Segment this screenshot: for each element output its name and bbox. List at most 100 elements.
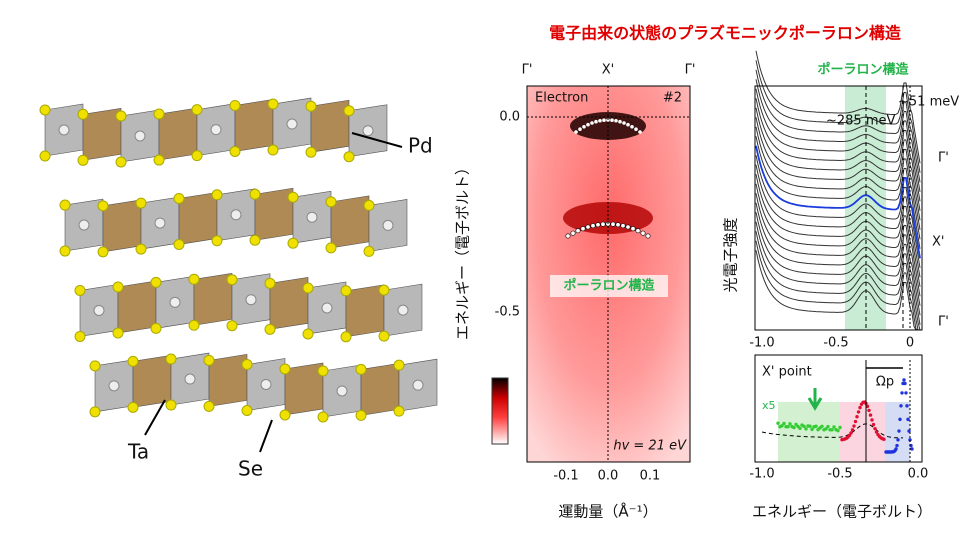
red-point [874, 430, 879, 434]
green-point [804, 427, 808, 431]
se-atom [188, 273, 200, 285]
edc-frame [754, 85, 923, 331]
edc-curve [755, 79, 921, 192]
x-tick-label: 0 [906, 336, 914, 351]
edc-curve [755, 50, 921, 164]
se-atom [355, 363, 367, 375]
edc-curve [755, 231, 920, 331]
x-tick-label: -1.0 [749, 467, 774, 482]
x-axis-label: 運動量（Å⁻¹） [558, 502, 657, 521]
edc-curve [755, 240, 920, 331]
edc-curve [755, 155, 921, 268]
side-label: Γ' [938, 151, 949, 166]
top-label: Γ' [685, 63, 696, 78]
pd-atom [306, 211, 318, 223]
pd-label: Pd [408, 134, 433, 158]
dot [640, 230, 646, 236]
se-atom [150, 322, 162, 334]
dot [595, 222, 601, 228]
blue-point [907, 429, 911, 433]
pd-atom [93, 304, 105, 316]
green-point [776, 421, 780, 425]
dot [565, 233, 571, 239]
edc-curve [755, 183, 921, 297]
ta-block [102, 199, 142, 253]
se-atom [112, 281, 124, 293]
ta-block [158, 107, 198, 161]
se-atom [302, 282, 314, 294]
se-atom [127, 401, 139, 413]
green-point [780, 424, 784, 428]
dot [645, 233, 651, 239]
se-atom [153, 154, 165, 166]
dot [580, 226, 586, 232]
ta-block [269, 276, 309, 330]
se-atom [279, 363, 291, 375]
se-atom [305, 146, 317, 158]
se-atom [173, 238, 185, 250]
se-atom [135, 243, 147, 255]
omega-label: Ωp [876, 375, 894, 390]
blue-point [898, 417, 902, 422]
red-point [865, 404, 870, 409]
red-point [871, 422, 876, 427]
red-point [873, 426, 877, 431]
se-label: Se [238, 457, 263, 481]
edc-curve [755, 174, 921, 287]
edc-curve [755, 145, 921, 259]
scale-label: x5 [762, 399, 776, 412]
green-point [810, 427, 814, 432]
blue-point [905, 404, 909, 408]
x-tick-label: -0.5 [827, 467, 852, 482]
se-atom [343, 151, 355, 163]
ta-block [284, 362, 324, 416]
edc-curve [755, 164, 921, 278]
green-point [782, 421, 786, 426]
y-axis-label: 光電子強度 [722, 217, 740, 292]
dot [620, 223, 626, 229]
pd-atom [169, 296, 181, 308]
green-point [838, 425, 842, 430]
blue-point [908, 438, 912, 442]
red-point [856, 410, 861, 414]
green-point [830, 428, 834, 432]
se-atom [340, 285, 352, 297]
se-atom [203, 400, 215, 412]
dot [618, 119, 622, 124]
pd-atom [321, 302, 333, 314]
se-atom [39, 150, 51, 162]
se-atom [150, 276, 162, 288]
se-atom [343, 105, 355, 117]
blue-point [904, 391, 908, 395]
dot [602, 118, 606, 122]
se-atom [226, 274, 238, 286]
blue-point [895, 443, 899, 448]
green-point [786, 425, 790, 429]
pd-atom [154, 217, 166, 229]
side-label: X' [932, 235, 944, 250]
se-atom [153, 108, 165, 120]
se-atom [112, 327, 124, 339]
ta-block [330, 195, 370, 249]
se-arrow [259, 419, 273, 453]
polaron-label: ポーラロン構造 [817, 62, 909, 78]
pd-arrow [351, 132, 403, 148]
dot [582, 124, 586, 129]
top-label: Γ' [522, 63, 533, 78]
baseline [761, 423, 903, 439]
pd-atom [260, 379, 272, 391]
xpoint-frame [754, 354, 923, 463]
se-atom [77, 108, 89, 120]
edc-curve [755, 60, 921, 173]
se-atom [89, 406, 101, 418]
se-atom [355, 409, 367, 421]
se-atom [378, 284, 390, 296]
se-atom [127, 355, 139, 367]
red-point [867, 408, 871, 413]
annotation: ~285 meV [826, 114, 895, 129]
se-atom [267, 144, 279, 156]
green-point [820, 424, 824, 429]
se-atom [325, 196, 337, 208]
se-atom [74, 330, 86, 342]
